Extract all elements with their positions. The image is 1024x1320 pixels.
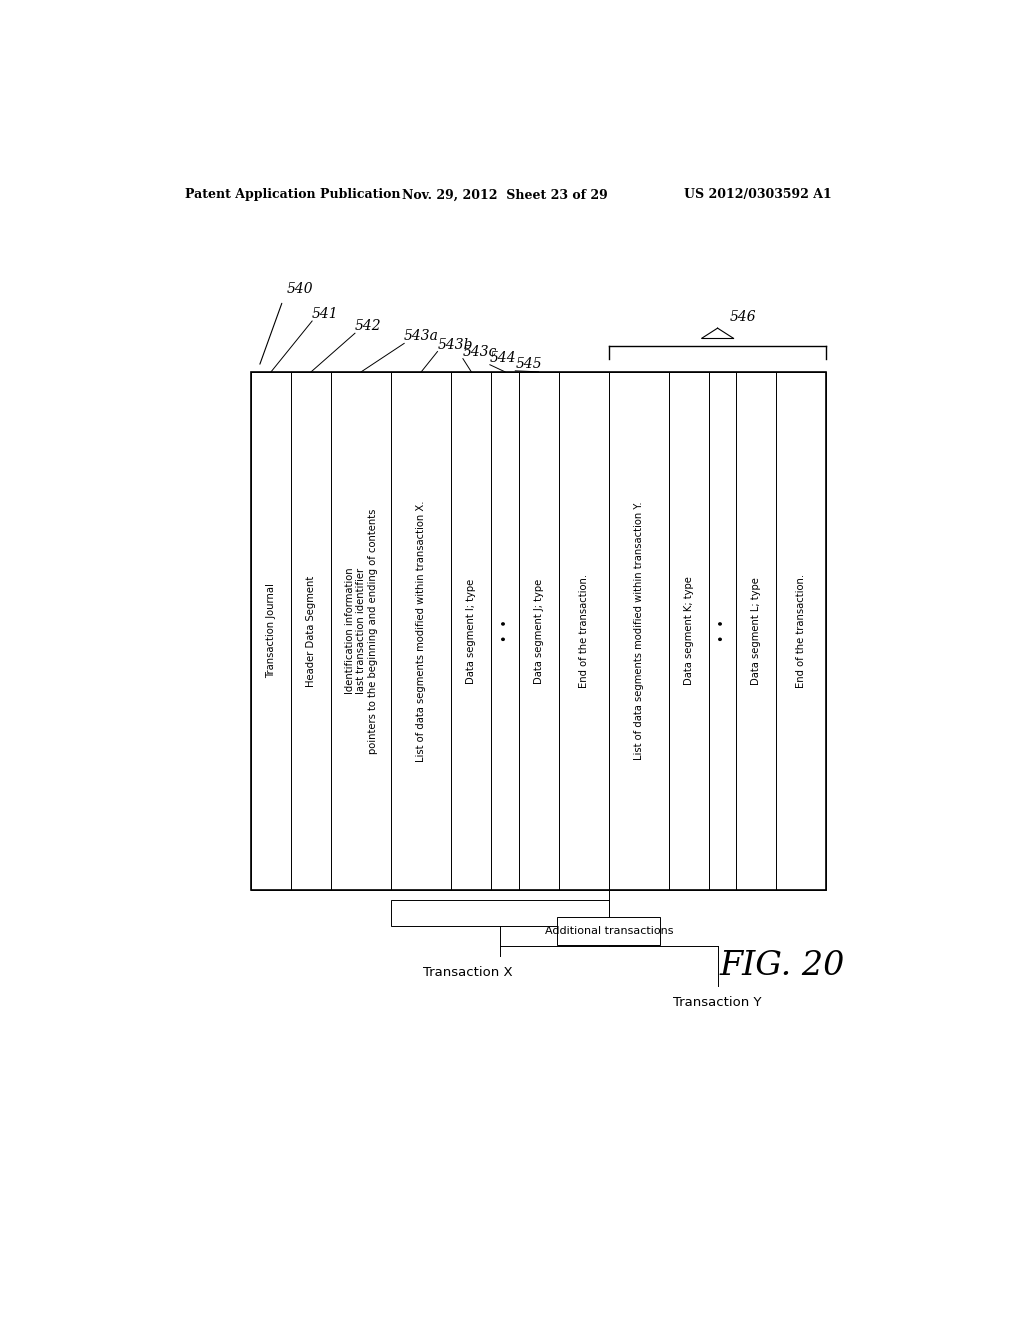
Bar <box>492 372 519 890</box>
Text: Transaction X: Transaction X <box>424 966 513 979</box>
Bar <box>452 372 492 890</box>
Text: 543a: 543a <box>404 330 439 343</box>
Bar <box>331 372 391 890</box>
Text: 545: 545 <box>515 356 542 371</box>
Text: 541: 541 <box>312 308 339 321</box>
Text: Data segment L; type: Data segment L; type <box>752 577 761 685</box>
Text: Data segment I; type: Data segment I; type <box>466 578 476 684</box>
Text: US 2012/0303592 A1: US 2012/0303592 A1 <box>684 189 831 202</box>
Text: Data segment K; type: Data segment K; type <box>684 577 694 685</box>
Bar <box>251 372 291 890</box>
Bar <box>519 372 559 890</box>
Text: •  •: • • <box>716 619 729 643</box>
Bar <box>391 372 452 890</box>
Bar <box>609 372 669 890</box>
Text: 543b: 543b <box>437 338 473 351</box>
Bar <box>736 372 776 890</box>
Bar <box>391 900 609 925</box>
Text: Patent Application Publication: Patent Application Publication <box>185 189 400 202</box>
Text: List of data segments modified within transaction X.: List of data segments modified within tr… <box>416 500 426 762</box>
Text: 542: 542 <box>355 319 382 333</box>
Text: Nov. 29, 2012  Sheet 23 of 29: Nov. 29, 2012 Sheet 23 of 29 <box>401 189 607 202</box>
Bar <box>557 916 660 945</box>
Text: List of data segments modified within transaction Y.: List of data segments modified within tr… <box>634 502 644 760</box>
Text: 544: 544 <box>489 351 516 364</box>
Text: FIG. 20: FIG. 20 <box>719 950 845 982</box>
Text: End of the transaction.: End of the transaction. <box>579 574 589 688</box>
Text: End of the transaction.: End of the transaction. <box>797 574 806 688</box>
Text: Data segment J; type: Data segment J; type <box>534 578 544 684</box>
Text: Identification information
last transaction identifier
pointers to the beginning: Identification information last transact… <box>344 508 378 754</box>
Text: Transaction Journal: Transaction Journal <box>266 583 276 678</box>
Bar <box>709 372 736 890</box>
Text: Header Data Segment: Header Data Segment <box>306 576 316 686</box>
Text: 546: 546 <box>729 310 756 325</box>
Bar <box>291 372 331 890</box>
Text: 540: 540 <box>287 281 313 296</box>
Text: Transaction Y: Transaction Y <box>674 995 762 1008</box>
Text: •  •: • • <box>499 619 512 643</box>
Bar <box>559 372 609 890</box>
Bar <box>669 372 709 890</box>
Text: Additional transactions: Additional transactions <box>545 925 673 936</box>
Bar <box>776 372 826 890</box>
Text: 543c: 543c <box>463 345 498 359</box>
Bar <box>251 372 826 890</box>
